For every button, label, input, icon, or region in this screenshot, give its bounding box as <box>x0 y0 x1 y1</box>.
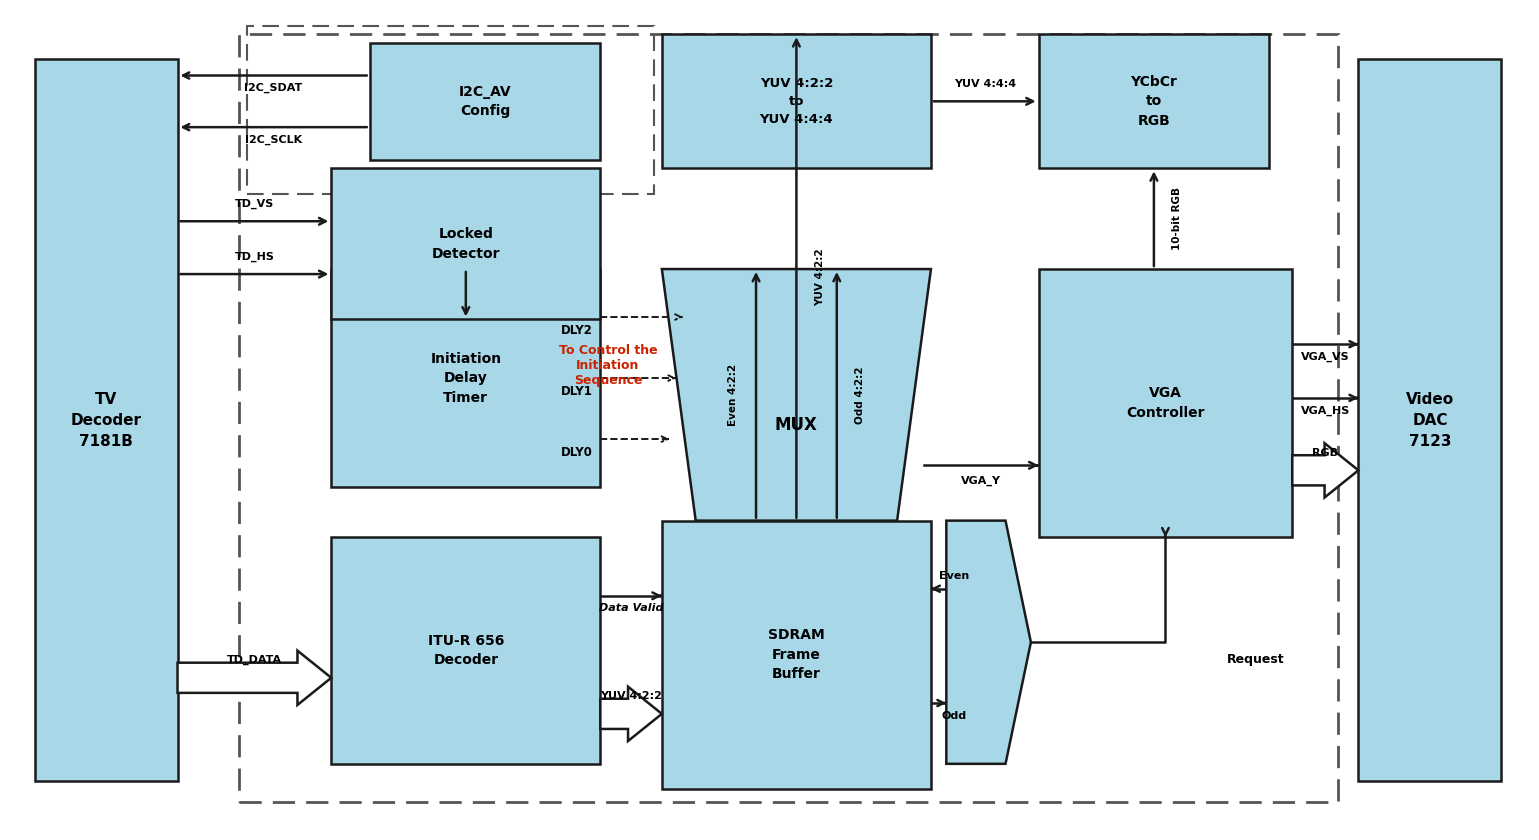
Text: 10-bit RGB: 10-bit RGB <box>1173 187 1182 250</box>
Bar <box>369 43 600 160</box>
Text: Video
DAC
7123: Video DAC 7123 <box>1405 391 1454 449</box>
Text: I2C_AV
Config: I2C_AV Config <box>459 85 511 118</box>
Text: VGA
Controller: VGA Controller <box>1127 386 1205 420</box>
Text: Odd 4:2:2: Odd 4:2:2 <box>856 366 865 423</box>
Bar <box>1359 60 1502 780</box>
Bar <box>34 60 177 780</box>
Text: To Control the
Initiation
Sequence: To Control the Initiation Sequence <box>559 344 657 387</box>
Bar <box>239 34 1339 801</box>
Text: DLY2: DLY2 <box>560 324 593 337</box>
Text: Even: Even <box>939 571 970 581</box>
Text: VGA_VS: VGA_VS <box>1300 352 1350 362</box>
Text: TV
Decoder
7181B: TV Decoder 7181B <box>71 391 142 449</box>
Bar <box>331 168 600 319</box>
Text: Locked
Detector: Locked Detector <box>431 227 500 260</box>
Bar <box>331 538 600 764</box>
Text: VGA_HS: VGA_HS <box>1300 406 1350 416</box>
Text: Even 4:2:2: Even 4:2:2 <box>728 364 737 426</box>
Polygon shape <box>662 269 931 521</box>
Text: MUX: MUX <box>776 416 817 434</box>
Bar <box>246 26 654 193</box>
Text: YUV 4:2:2
to
YUV 4:4:4: YUV 4:2:2 to YUV 4:4:4 <box>760 76 833 126</box>
Bar <box>662 34 931 168</box>
Polygon shape <box>1293 444 1359 497</box>
Polygon shape <box>177 651 331 705</box>
Text: ITU-R 656
Decoder: ITU-R 656 Decoder <box>428 634 503 667</box>
Text: Initiation
Delay
Timer: Initiation Delay Timer <box>431 352 502 405</box>
Text: DLY0: DLY0 <box>560 446 593 459</box>
Polygon shape <box>946 521 1031 764</box>
Bar <box>1039 34 1270 168</box>
Text: I2C_SDAT: I2C_SDAT <box>245 83 303 93</box>
Text: RGB: RGB <box>1313 448 1339 458</box>
Polygon shape <box>600 686 662 741</box>
Text: DLY1: DLY1 <box>560 385 593 398</box>
Bar <box>331 269 600 487</box>
Bar <box>662 521 931 789</box>
Text: TD_HS: TD_HS <box>234 251 274 261</box>
Text: VGA_Y: VGA_Y <box>960 475 1000 486</box>
Text: Request: Request <box>1227 653 1285 665</box>
Text: I2C_SCLK: I2C_SCLK <box>245 134 302 144</box>
Text: YUV 4:2:2: YUV 4:2:2 <box>600 691 662 701</box>
Text: Data Valid: Data Valid <box>599 603 663 613</box>
Text: YUV 4:2:2: YUV 4:2:2 <box>814 249 825 307</box>
Text: YUV 4:4:4: YUV 4:4:4 <box>954 79 1016 89</box>
Text: TD_DATA: TD_DATA <box>226 655 282 665</box>
Text: YCbCr
to
RGB: YCbCr to RGB <box>1131 75 1177 128</box>
Text: TD_VS: TD_VS <box>235 198 274 208</box>
Text: Odd: Odd <box>942 711 966 721</box>
Text: SDRAM
Frame
Buffer: SDRAM Frame Buffer <box>768 628 825 681</box>
Bar <box>1039 269 1293 538</box>
